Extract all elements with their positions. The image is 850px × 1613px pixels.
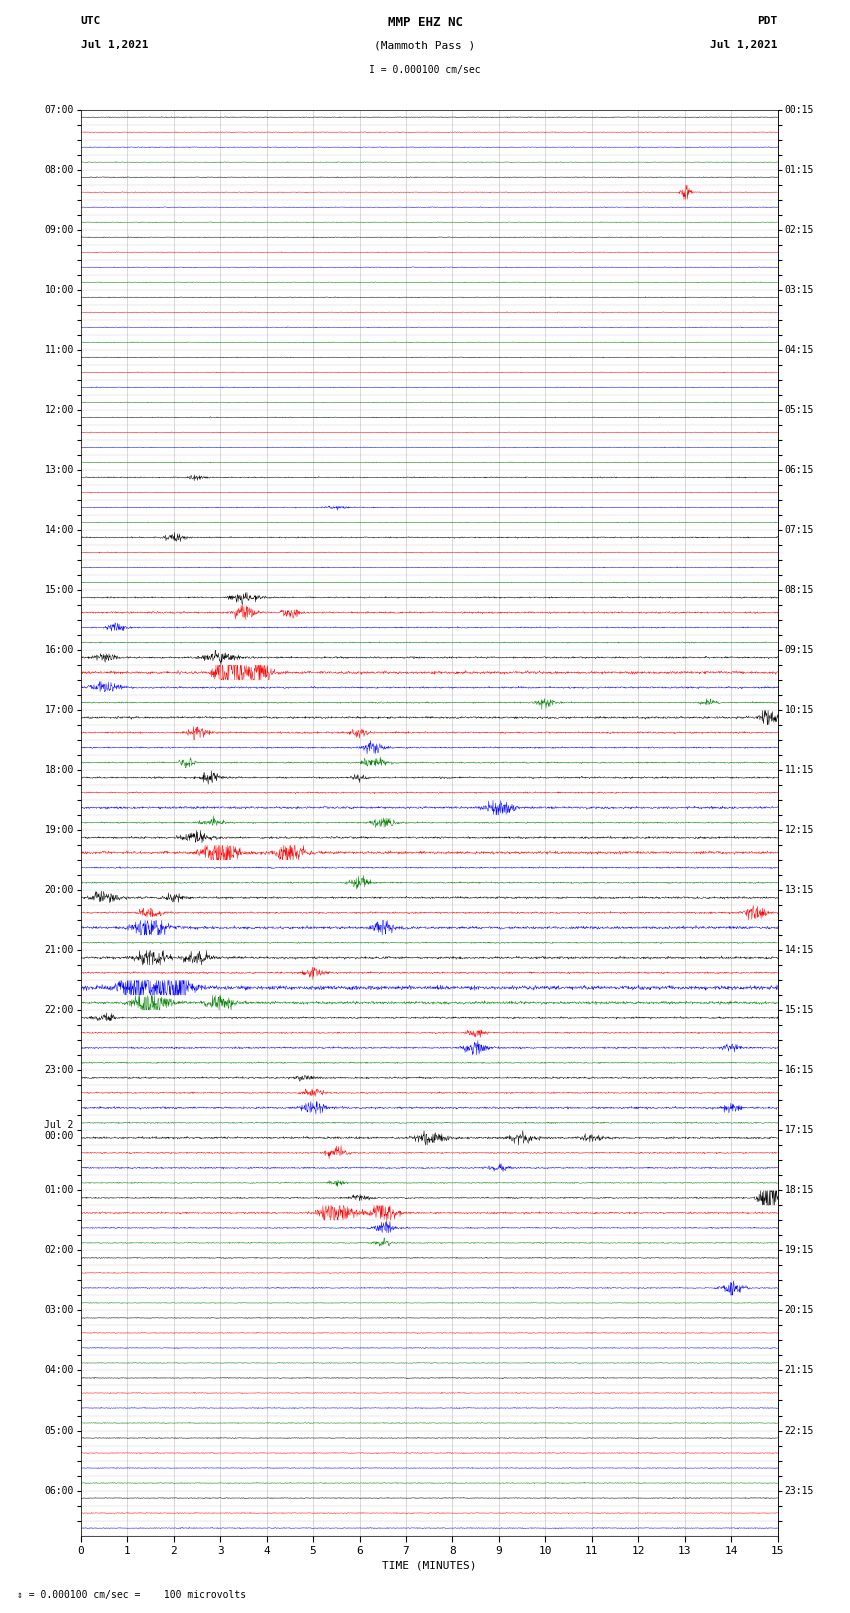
Text: Jul 1,2021: Jul 1,2021: [81, 40, 148, 50]
Text: (Mammoth Pass ): (Mammoth Pass ): [374, 40, 476, 50]
Text: PDT: PDT: [757, 16, 778, 26]
X-axis label: TIME (MINUTES): TIME (MINUTES): [382, 1560, 477, 1569]
Text: ⇕ = 0.000100 cm/sec =    100 microvolts: ⇕ = 0.000100 cm/sec = 100 microvolts: [17, 1590, 246, 1600]
Text: Jul 1,2021: Jul 1,2021: [711, 40, 778, 50]
Text: I = 0.000100 cm/sec: I = 0.000100 cm/sec: [369, 65, 481, 74]
Text: UTC: UTC: [81, 16, 101, 26]
Text: MMP EHZ NC: MMP EHZ NC: [388, 16, 462, 29]
